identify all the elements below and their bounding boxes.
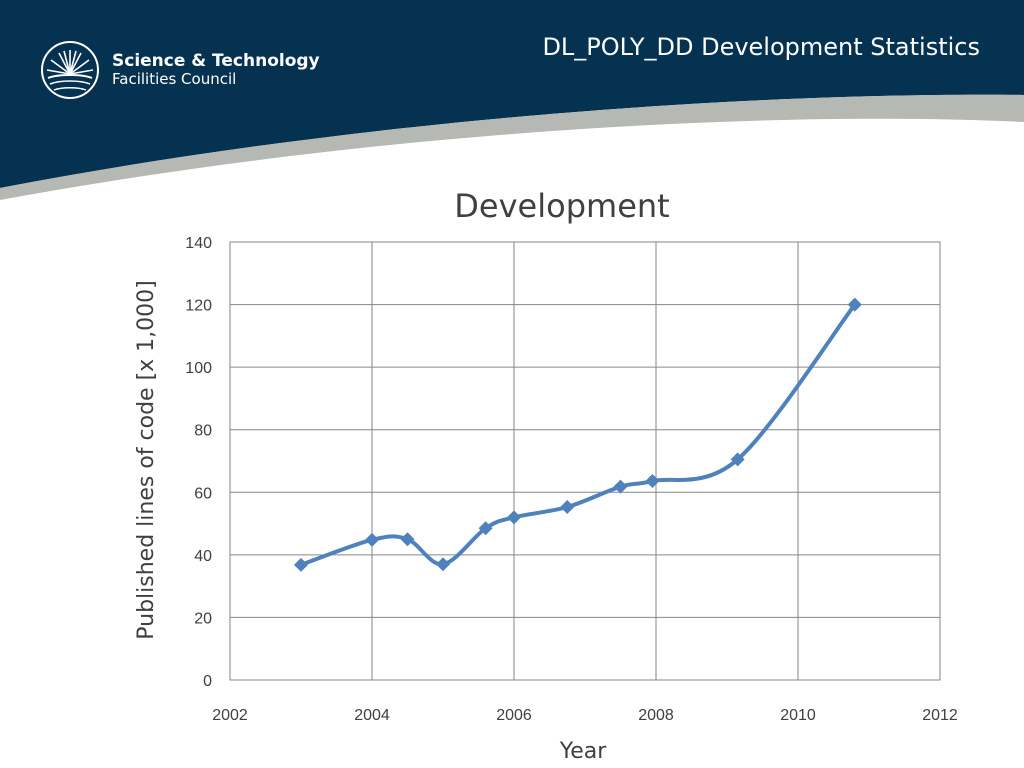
x-tick-label: 2006 (496, 707, 532, 724)
y-tick-label: 20 (194, 610, 212, 627)
data-point-marker (294, 557, 308, 572)
logo-name-line1: Science & Technology (112, 50, 320, 71)
data-point-marker (365, 532, 379, 547)
y-tick-label: 140 (185, 235, 212, 252)
y-axis-label: Published lines of code [x 1,000] (134, 280, 159, 639)
data-point-marker (507, 510, 521, 525)
data-point-marker (847, 297, 862, 312)
series-line (299, 302, 857, 567)
y-tick-label: 100 (185, 360, 212, 377)
data-point-marker (436, 557, 450, 572)
sunburst-logo-icon (41, 41, 99, 99)
header-background (0, 0, 1024, 188)
slide-header (0, 0, 1024, 200)
data-point-marker (730, 452, 745, 467)
y-tick-label: 60 (194, 485, 212, 502)
data-point-marker (613, 479, 628, 494)
stfc-logo: Science & Technology Facilities Council (40, 40, 320, 100)
x-tick-label: 2004 (354, 707, 390, 724)
y-tick-label: 40 (194, 548, 212, 565)
x-tick-label: 2010 (780, 707, 816, 724)
x-axis-label: Year (559, 739, 608, 764)
y-tick-label: 120 (185, 298, 212, 315)
header-swoosh (0, 94, 1024, 200)
y-tick-label: 80 (194, 423, 212, 440)
chart-title: Development (454, 187, 669, 225)
x-tick-label: 2012 (922, 707, 958, 724)
data-point-marker (645, 474, 660, 489)
data-point-marker (400, 532, 415, 547)
x-tick-label: 2002 (212, 707, 248, 724)
logo-name-line2: Facilities Council (112, 70, 237, 89)
plot-area (229, 241, 941, 681)
y-tick-label: 0 (203, 673, 212, 690)
slide-title: DL_POLY_DD Development Statistics (542, 33, 980, 61)
data-point-marker (560, 499, 575, 514)
data-point-marker (478, 521, 493, 536)
x-tick-label: 2008 (638, 707, 674, 724)
